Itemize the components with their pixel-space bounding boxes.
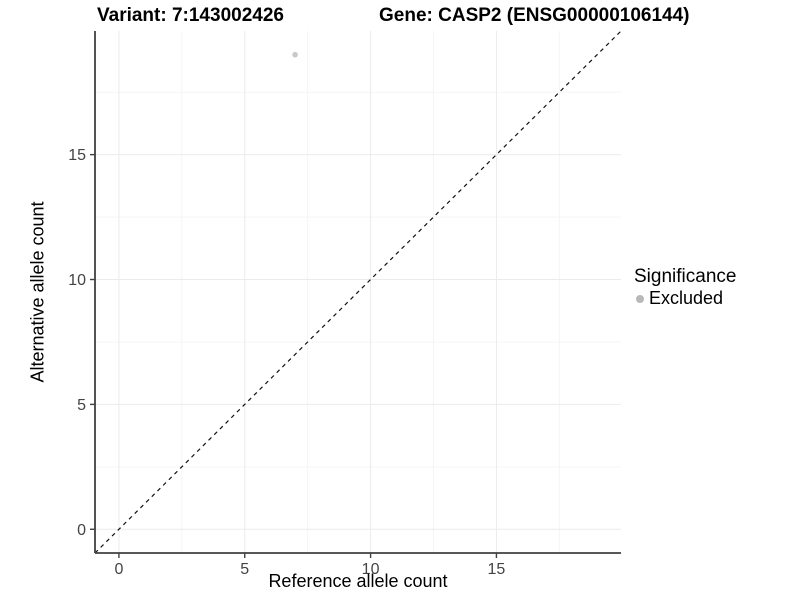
x-tick-label: 10: [362, 561, 380, 578]
x-tick-label: 5: [240, 561, 249, 578]
identity-reference-line: [94, 30, 622, 554]
x-axis-title: Reference allele count: [268, 571, 448, 591]
x-tick-label: 15: [488, 561, 506, 578]
plot-title-gene: Gene: CASP2 (ENSG00000106144): [379, 5, 690, 26]
legend-item-label: Excluded: [649, 288, 724, 308]
legend: Significance Excluded: [634, 266, 736, 309]
y-tick-label: 5: [77, 397, 86, 414]
excluded-point-icon: [636, 294, 644, 303]
data-point: [292, 51, 298, 58]
y-tick-label: 0: [77, 522, 86, 539]
legend-title: Significance: [634, 266, 737, 287]
y-tick-label: 10: [68, 272, 86, 289]
legend-item-excluded: Excluded: [634, 288, 736, 309]
y-tick-label: 15: [68, 147, 86, 164]
plot-title-variant: Variant: 7:143002426: [97, 5, 284, 26]
y-axis-title: Alternative allele count: [27, 201, 48, 383]
x-tick-label: 0: [114, 561, 123, 578]
